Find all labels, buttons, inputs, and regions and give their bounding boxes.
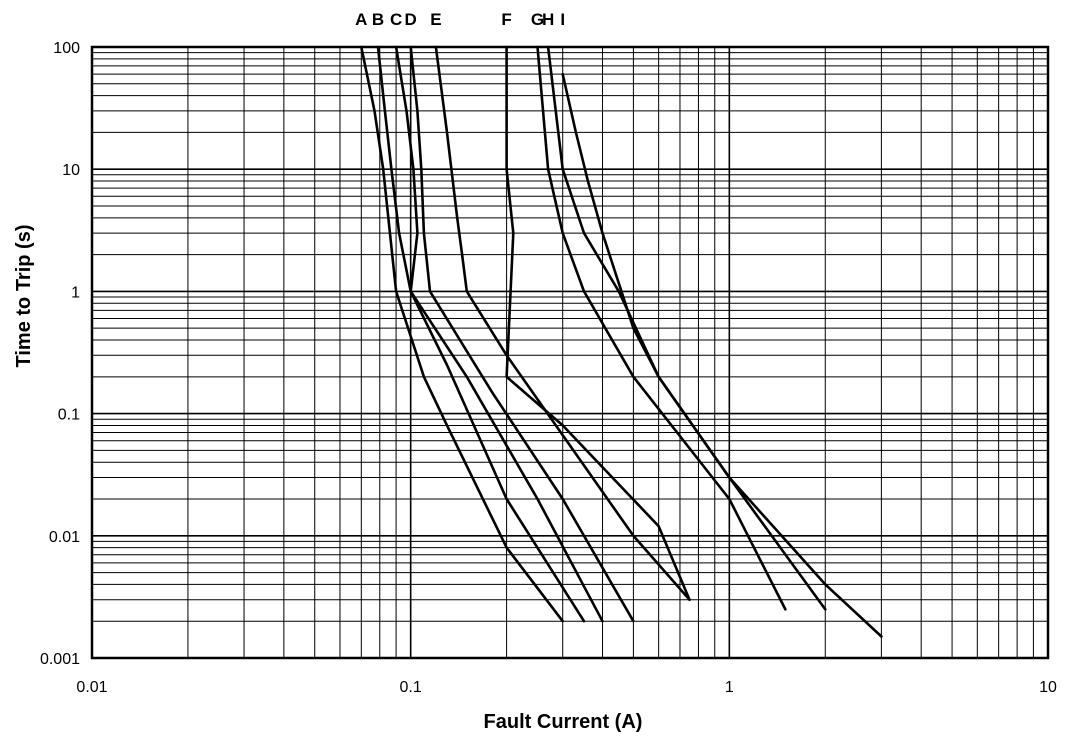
curve-label-f: F (501, 10, 511, 29)
curves (360, 45, 883, 638)
curve-label-e: E (430, 10, 441, 29)
curve-label-i: I (560, 10, 565, 29)
x-tick-label: 1 (725, 679, 734, 696)
curve-e (434, 45, 691, 601)
grid (91, 47, 1048, 659)
plot-frame (90, 45, 1050, 660)
curve-label-h: H (542, 10, 554, 29)
y-tick-label: 0.1 (58, 407, 80, 424)
curve-label-b: B (372, 10, 384, 29)
y-tick-label: 100 (53, 40, 80, 57)
curve-label-c: C (390, 10, 402, 29)
y-tick-label: 0.01 (49, 529, 80, 546)
y-axis-title: Time to Trip (s) (13, 225, 35, 368)
tick-labels: 0.01 0.1 1 10 0.001 0.01 0.1 1 10 100 (40, 40, 1057, 696)
y-tick-label: 10 (62, 162, 80, 179)
curve-label-d: D (405, 10, 417, 29)
curve-c (394, 45, 604, 623)
x-tick-label: 0.01 (76, 679, 107, 696)
x-axis-title: Fault Current (A) (484, 711, 643, 733)
curve-i (561, 72, 883, 638)
x-tick-label: 0.1 (400, 679, 422, 696)
curve-a (360, 45, 564, 623)
curve-labels: A B C D E F GH I (355, 10, 565, 29)
curve-d (409, 45, 635, 623)
y-tick-label: 0.001 (40, 651, 80, 668)
curve-g (536, 45, 787, 611)
curve-label-g: G (531, 10, 544, 29)
y-tick-label: 1 (71, 284, 80, 301)
curve-label-a: A (355, 10, 367, 29)
x-tick-label: 10 (1039, 679, 1057, 696)
curve-f (505, 45, 691, 601)
curve-b (376, 45, 586, 623)
